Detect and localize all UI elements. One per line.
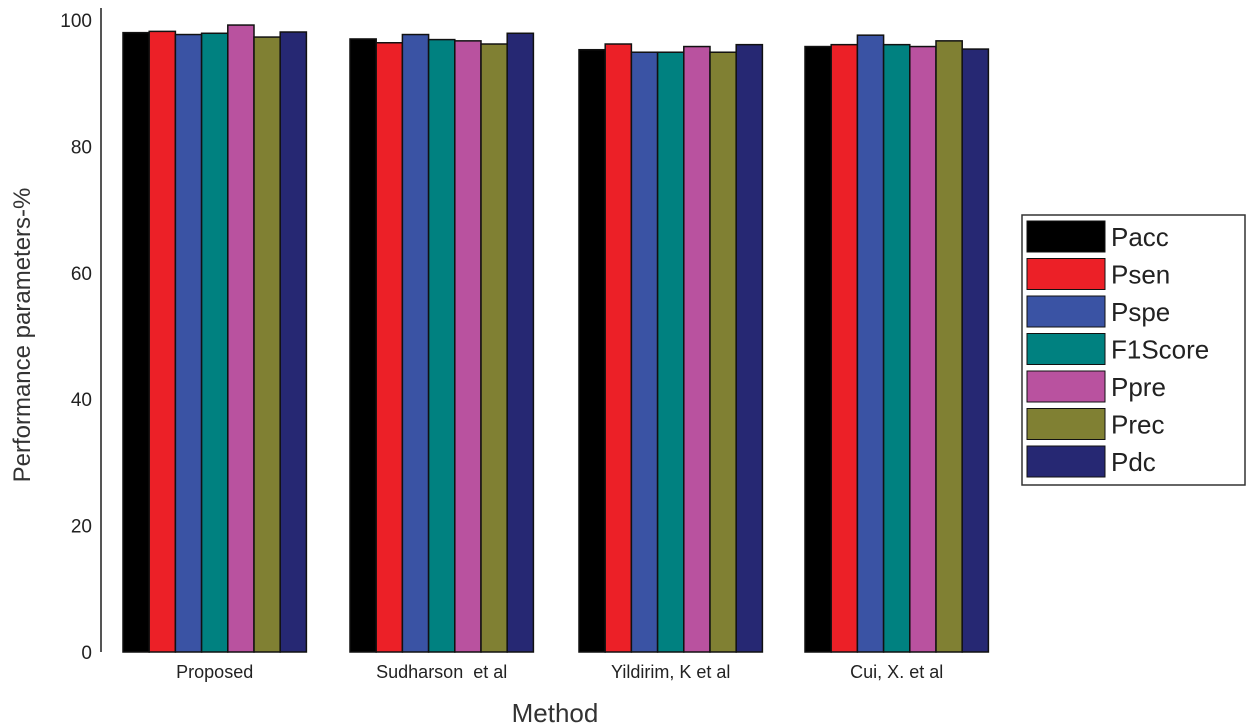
- bar-pspe: [174, 33, 203, 653]
- bar-pacc: [578, 48, 606, 653]
- legend-swatch: [1026, 220, 1106, 253]
- y-tick-label: 20: [71, 517, 92, 538]
- bar-ppre: [227, 24, 255, 653]
- x-tick-label: Cui, X. et al: [850, 662, 943, 682]
- x-tick-label: Sudharson et al: [376, 662, 507, 682]
- bar-f1score: [882, 43, 911, 653]
- x-tick-label: Yildirim, K et al: [611, 662, 730, 682]
- legend-label: Pspe: [1111, 297, 1170, 327]
- bar-psen: [604, 43, 633, 653]
- x-axis-label: Method: [512, 698, 599, 727]
- bar-f1score: [427, 38, 456, 653]
- bar-pacc: [804, 45, 832, 653]
- bar-ppre: [683, 45, 711, 653]
- x-tick-label: Proposed: [176, 662, 253, 682]
- y-axis-label: Performance parameters-%: [9, 188, 36, 483]
- legend-label: F1Score: [1111, 335, 1209, 365]
- y-tick-label: 100: [60, 11, 92, 32]
- bar-f1score: [656, 51, 685, 653]
- bar-prec: [253, 36, 281, 653]
- legend-swatch: [1026, 370, 1106, 403]
- bar-ppre: [454, 40, 482, 653]
- bar-pdc: [735, 43, 764, 653]
- bar-pspe: [401, 33, 430, 653]
- bar-pacc: [349, 38, 377, 653]
- bar-psen: [375, 42, 404, 653]
- y-tick-label: 80: [71, 137, 92, 158]
- y-tick-label: 60: [71, 264, 92, 285]
- bar-prec: [480, 43, 508, 653]
- bar-ppre: [909, 45, 937, 653]
- legend-label: Prec: [1111, 410, 1164, 440]
- bar-psen: [830, 43, 859, 653]
- bar-pspe: [630, 51, 659, 653]
- legend-label: Psen: [1111, 260, 1170, 290]
- bar-pdc: [279, 31, 308, 653]
- legend-label: Pacc: [1111, 222, 1169, 252]
- bar-pdc: [961, 48, 990, 653]
- legend-swatch: [1026, 258, 1106, 290]
- bar-prec: [935, 40, 963, 653]
- y-tick-label: 0: [81, 643, 92, 664]
- legend-swatch: [1026, 445, 1106, 478]
- bar-pacc: [122, 31, 150, 653]
- legend-swatch: [1026, 295, 1106, 328]
- bar-psen: [148, 30, 177, 653]
- bar-pspe: [856, 34, 885, 653]
- legend-swatch: [1026, 333, 1106, 365]
- legend-label: Pdc: [1111, 447, 1156, 477]
- legend-swatch: [1026, 408, 1106, 440]
- bar-prec: [709, 51, 737, 653]
- bar-pdc: [506, 32, 535, 653]
- y-tick-label: 40: [71, 390, 92, 411]
- bar-f1score: [200, 32, 229, 653]
- legend-label: Ppre: [1111, 372, 1166, 402]
